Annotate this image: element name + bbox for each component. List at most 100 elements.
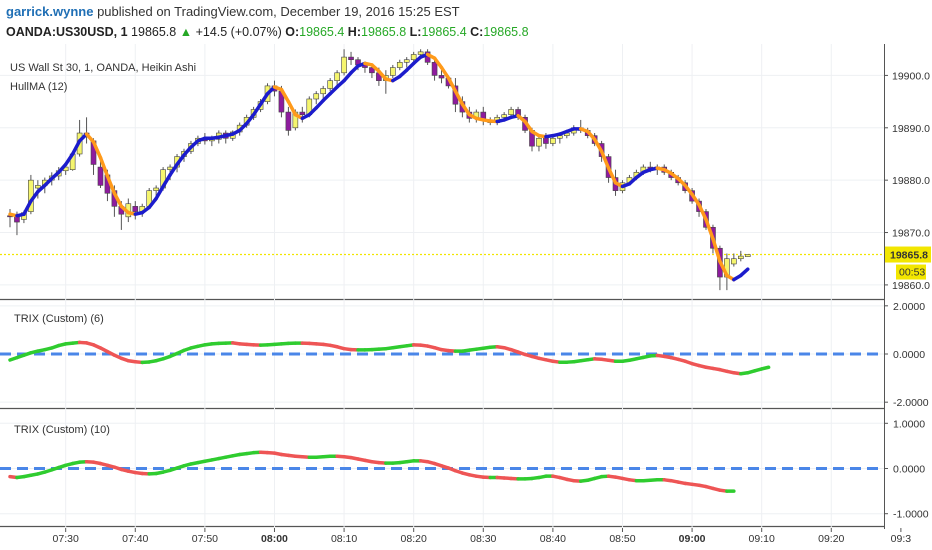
candle[interactable] xyxy=(299,106,306,123)
hullma-segment xyxy=(70,139,82,156)
price-tick-label: 19870.0 xyxy=(892,228,930,240)
hullma-segment xyxy=(22,199,33,216)
candle[interactable] xyxy=(348,51,354,65)
trix6-tick-label: -2.0000 xyxy=(893,397,929,409)
axes: 19900.0 19890.0 19880.0 19870.0 19860.0 19865… xyxy=(53,70,931,545)
candle-body xyxy=(285,111,292,131)
candle[interactable] xyxy=(396,59,403,71)
candle-body xyxy=(410,54,417,61)
trix10-pane-title: TRIX (Custom) (10) xyxy=(14,424,110,436)
candle-body xyxy=(97,166,104,186)
hullma-segment xyxy=(599,149,611,170)
candle-body xyxy=(320,88,327,95)
high-label: H: xyxy=(347,25,361,39)
candle[interactable] xyxy=(737,250,744,262)
candle[interactable] xyxy=(403,57,410,68)
hullma-segment xyxy=(244,112,256,126)
change-arrow-icon: ▲ xyxy=(179,25,193,39)
trix-10-pane[interactable] xyxy=(0,450,884,493)
time-tick-label: 08:40 xyxy=(540,533,566,545)
countdown-badge: 00:53 xyxy=(896,264,926,280)
candle[interactable] xyxy=(334,70,340,86)
candle-body xyxy=(431,62,438,76)
candle-body xyxy=(132,206,139,212)
candle[interactable] xyxy=(327,78,333,92)
candle[interactable] xyxy=(341,49,347,76)
hullma-segment xyxy=(147,196,158,210)
candle[interactable] xyxy=(389,64,396,79)
time-tick-label: 09:10 xyxy=(749,533,775,545)
price-tick-label: 19900.0 xyxy=(892,70,930,82)
trix6-tick-label: 2.0000 xyxy=(893,301,925,313)
time-tick-label: 08:00 xyxy=(261,533,288,545)
hullma-segment xyxy=(453,89,465,106)
open-label: O: xyxy=(285,25,300,39)
candle[interactable] xyxy=(313,91,320,105)
hullma-segment xyxy=(460,102,472,117)
hullma-segment xyxy=(168,162,179,177)
hullma-segment xyxy=(683,183,694,197)
hullma-segment xyxy=(286,99,298,117)
candle-body xyxy=(438,75,445,79)
hullma-indicator-label: HullMA (12) xyxy=(10,81,67,93)
time-tick-label: 08:50 xyxy=(609,533,635,545)
time-tick-label: 08:10 xyxy=(331,533,357,545)
hullma-segment xyxy=(446,76,458,93)
candle[interactable] xyxy=(431,59,438,81)
hullma-segment xyxy=(63,152,75,167)
candle-body xyxy=(341,56,347,74)
change-value: +14.5 (+0.07%) xyxy=(195,25,282,39)
publish-info: published on TradingView.com, December 1… xyxy=(97,4,460,19)
candle-body xyxy=(327,80,333,89)
candle-body xyxy=(737,255,744,260)
countdown-badge-bg xyxy=(896,264,926,280)
candle-body xyxy=(369,67,375,74)
trix6-pane-title: TRIX (Custom) (6) xyxy=(14,313,104,325)
grid xyxy=(0,44,885,529)
symbol-name[interactable]: OANDA:US30USD, 1 xyxy=(6,25,128,39)
trix10-tick-label: 1.0000 xyxy=(893,418,925,430)
candle-body xyxy=(501,114,507,118)
main-price-pane[interactable] xyxy=(0,49,884,291)
candle[interactable] xyxy=(132,201,139,220)
time-tick-label: 08:20 xyxy=(401,533,427,545)
last-price-badge-bg xyxy=(885,246,931,263)
candle-body xyxy=(543,137,549,144)
candle[interactable] xyxy=(285,106,292,136)
candle[interactable] xyxy=(83,117,90,144)
trix10-tick-label: 0.0000 xyxy=(893,464,925,476)
publisher-username[interactable]: garrick.wynne xyxy=(6,4,94,19)
candle[interactable] xyxy=(536,135,542,152)
candle[interactable] xyxy=(97,159,104,189)
candle[interactable] xyxy=(744,254,751,257)
candle-body xyxy=(403,59,410,63)
candle[interactable] xyxy=(7,208,13,228)
time-tick-label: 09:00 xyxy=(679,533,706,545)
candle-body xyxy=(389,67,396,76)
low-label: L: xyxy=(409,25,422,39)
candle-body xyxy=(536,137,542,147)
candle[interactable] xyxy=(28,174,34,215)
time-tick-label: 09:3 xyxy=(891,533,912,545)
hullma-segment xyxy=(161,173,172,189)
candle[interactable] xyxy=(731,253,737,267)
chart-area[interactable]: 19900.0 19890.0 19880.0 19870.0 19860.0 19865… xyxy=(0,44,932,550)
candle[interactable] xyxy=(320,85,327,99)
hullma-segment xyxy=(439,65,451,80)
hullma-segment xyxy=(592,137,604,154)
hullma-segment xyxy=(697,203,708,222)
chart-header: garrick.wynne published on TradingView.c… xyxy=(0,0,932,44)
hullma-segment xyxy=(29,189,40,203)
candle[interactable] xyxy=(383,70,389,94)
candle-body xyxy=(744,254,751,257)
price-tick-label: 19880.0 xyxy=(892,175,930,187)
hullma-segment xyxy=(711,237,722,264)
countdown-label: 00:53 xyxy=(899,267,925,279)
hullma-segment xyxy=(606,166,618,185)
publish-line: garrick.wynne published on TradingView.c… xyxy=(6,4,460,19)
hullma-segment xyxy=(154,184,165,201)
trix-6-pane[interactable] xyxy=(0,340,884,376)
candle[interactable] xyxy=(480,106,487,126)
hullma-segment xyxy=(251,102,263,117)
candle-body xyxy=(313,93,320,100)
